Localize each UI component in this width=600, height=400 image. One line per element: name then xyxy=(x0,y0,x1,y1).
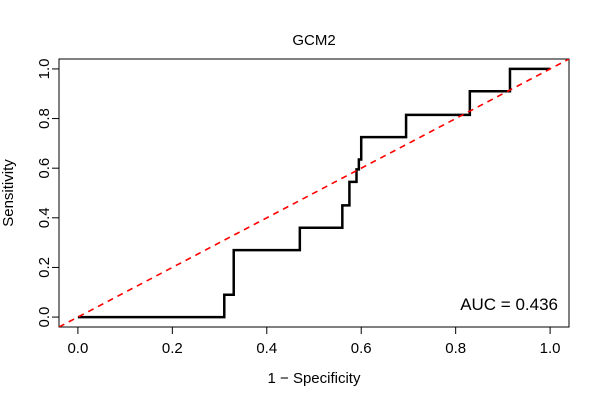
y-tick-label: 0.4 xyxy=(36,207,53,228)
y-tick-label: 1.0 xyxy=(36,58,53,79)
reference-diagonal-line xyxy=(59,59,569,327)
chart-title: GCM2 xyxy=(292,32,335,49)
y-axis: 0.0 0.2 0.4 0.6 0.8 1.0 xyxy=(36,58,60,328)
x-tick-label: 0.4 xyxy=(256,340,277,357)
x-axis-title: 1 − Specificity xyxy=(268,370,361,387)
x-tick-label: 0.8 xyxy=(445,340,466,357)
x-tick-label: 0.0 xyxy=(67,340,88,357)
y-axis-title: Sensitivity xyxy=(0,159,17,227)
y-tick-label: 0.0 xyxy=(36,307,53,328)
x-axis: 0.0 0.2 0.4 0.6 0.8 1.0 xyxy=(67,326,561,357)
plot-area xyxy=(58,58,570,328)
y-tick-label: 0.2 xyxy=(36,257,53,278)
x-tick-label: 0.6 xyxy=(351,340,372,357)
auc-annotation: AUC = 0.436 xyxy=(460,295,558,314)
x-tick-label: 0.2 xyxy=(162,340,183,357)
y-tick-label: 0.8 xyxy=(36,108,53,129)
x-tick-label: 1.0 xyxy=(540,340,561,357)
y-tick-label: 0.6 xyxy=(36,158,53,179)
